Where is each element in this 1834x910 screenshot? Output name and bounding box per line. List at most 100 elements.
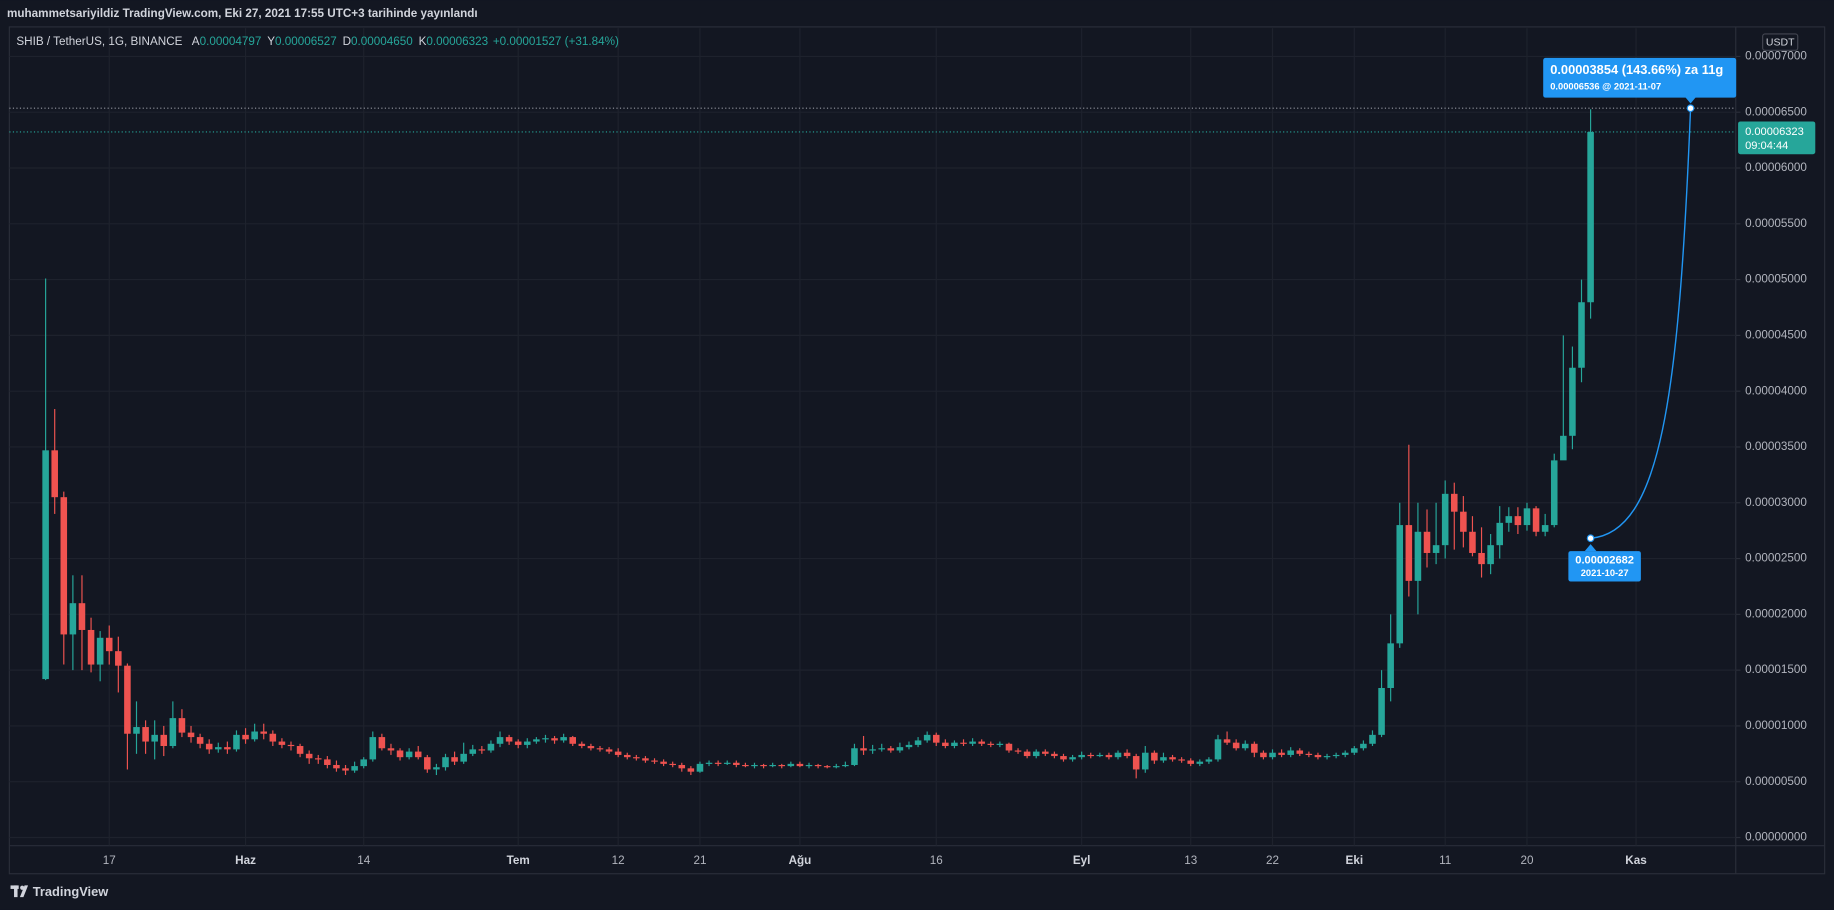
y-tick-label: 0.00006500 bbox=[1745, 105, 1807, 118]
candle-body bbox=[805, 764, 813, 767]
candle-body bbox=[569, 737, 577, 744]
candle-body bbox=[1214, 739, 1222, 760]
candle-body bbox=[1096, 754, 1104, 757]
candle-body bbox=[1532, 508, 1540, 532]
candle-body bbox=[1105, 754, 1113, 758]
candle-body bbox=[451, 757, 458, 762]
candle-body bbox=[623, 754, 631, 758]
x-tick-label: Kas bbox=[1625, 854, 1647, 867]
publisher: muhammetsariyildiz TradingView.com, Eki … bbox=[7, 7, 478, 20]
candle-body bbox=[1014, 750, 1022, 752]
candle-body bbox=[742, 764, 749, 767]
candle-body bbox=[524, 741, 531, 745]
candle-body bbox=[1069, 757, 1076, 760]
forecast-start bbox=[1586, 534, 1595, 543]
candle-body bbox=[778, 764, 786, 767]
x-tick-label: Eyl bbox=[1073, 854, 1091, 867]
candle-body bbox=[796, 763, 804, 767]
y-tick-label: 0.00003500 bbox=[1745, 440, 1807, 453]
legend-key: K bbox=[419, 35, 427, 48]
candle-body bbox=[142, 727, 149, 742]
candle-body bbox=[169, 718, 177, 747]
candle-body bbox=[1178, 759, 1185, 761]
candle-body bbox=[1478, 552, 1485, 565]
y-tick-label: 0.00005500 bbox=[1745, 217, 1807, 230]
candle-body bbox=[324, 759, 331, 765]
candle-body bbox=[696, 763, 704, 772]
y-tick-label: 0.00004000 bbox=[1745, 384, 1807, 397]
candle-body bbox=[923, 734, 931, 741]
candle-body bbox=[1232, 742, 1240, 749]
forecast-curve bbox=[1590, 108, 1692, 539]
candle-body bbox=[1423, 531, 1431, 553]
legend-key: D bbox=[343, 35, 351, 48]
plot bbox=[42, 109, 1594, 779]
candle-body bbox=[1114, 752, 1122, 758]
candle-body bbox=[469, 749, 477, 754]
start-box bbox=[1568, 551, 1641, 582]
candle-body bbox=[396, 750, 404, 758]
candle-body bbox=[333, 764, 340, 769]
candle-body bbox=[1523, 508, 1531, 526]
candle-body bbox=[896, 747, 904, 751]
x-tick-label: 16 bbox=[930, 854, 943, 867]
candle-body bbox=[960, 742, 967, 744]
candle-body bbox=[1451, 493, 1458, 512]
candle-body bbox=[133, 727, 140, 734]
candle-body bbox=[205, 743, 213, 750]
candle-body bbox=[1087, 754, 1095, 757]
candle-body bbox=[1505, 516, 1513, 523]
x-tick-label: Haz bbox=[235, 854, 256, 867]
candle-body bbox=[987, 743, 995, 745]
candle-body bbox=[1296, 750, 1304, 754]
candle-body bbox=[351, 766, 358, 771]
candle-body bbox=[614, 751, 622, 755]
candle-body bbox=[860, 748, 867, 751]
candle-body bbox=[305, 753, 313, 759]
candle-body bbox=[287, 744, 295, 747]
candle-body bbox=[1314, 754, 1322, 758]
candle-body bbox=[642, 758, 649, 761]
candle-body bbox=[1487, 545, 1494, 565]
candle-body bbox=[187, 732, 195, 738]
end-target: 0.00006536 @ 2021-11-07 bbox=[1550, 82, 1661, 92]
candle-body bbox=[1187, 760, 1194, 764]
candle-body bbox=[533, 739, 540, 742]
candle-body bbox=[823, 766, 831, 768]
candle-body bbox=[833, 766, 840, 768]
candle-body bbox=[760, 764, 767, 767]
candle-body bbox=[1405, 525, 1413, 581]
legend-value: 0.00004797 bbox=[200, 35, 262, 48]
end-box bbox=[1543, 57, 1737, 98]
last-price-box bbox=[1738, 121, 1816, 155]
candle-body bbox=[651, 760, 658, 762]
candle-body bbox=[115, 651, 122, 666]
candle-body bbox=[1360, 743, 1367, 749]
y-tick-label: 0.00003000 bbox=[1745, 496, 1807, 509]
candle-body bbox=[414, 751, 422, 758]
candle-body bbox=[605, 749, 613, 752]
candle-body bbox=[1205, 759, 1213, 762]
footer-brand: TradingView bbox=[33, 884, 110, 899]
candle-body bbox=[360, 759, 367, 767]
candle-body bbox=[1160, 757, 1167, 761]
candle-body bbox=[87, 629, 95, 665]
candle-body bbox=[842, 764, 849, 767]
candle-body bbox=[460, 753, 467, 762]
candle-body bbox=[178, 718, 186, 733]
candle-body bbox=[723, 762, 731, 764]
candle-body bbox=[969, 741, 976, 744]
candle-body bbox=[1569, 367, 1576, 436]
symbol: SHIB / TetherUS, 1G, BINANCE bbox=[16, 35, 182, 48]
candle-body bbox=[1432, 545, 1440, 553]
candle-body bbox=[769, 764, 776, 767]
y-tick-label: 0.00005000 bbox=[1745, 273, 1807, 286]
candle-body bbox=[342, 768, 349, 771]
candle-body bbox=[478, 749, 486, 751]
candle-body bbox=[1169, 757, 1176, 760]
candle-body bbox=[1223, 739, 1231, 743]
candle-body bbox=[251, 731, 258, 740]
y-tick-label: 0.00001500 bbox=[1745, 663, 1807, 676]
x-tick-label: Ağu bbox=[789, 854, 812, 867]
candle-body bbox=[1550, 460, 1558, 526]
